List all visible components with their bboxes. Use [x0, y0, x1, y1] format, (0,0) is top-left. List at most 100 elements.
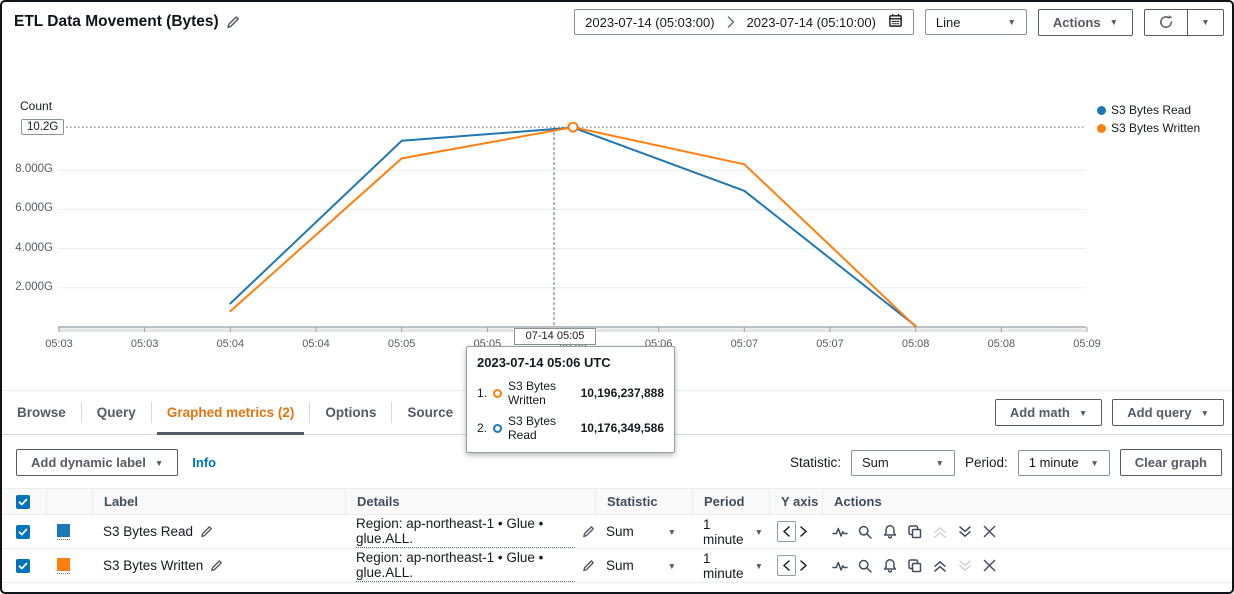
refresh-options-button[interactable]: ▼: [1188, 8, 1224, 36]
y-axis-right-button[interactable]: [799, 560, 808, 571]
legend-item[interactable]: S3 Bytes Written: [1097, 121, 1200, 135]
chevron-down-icon: ▼: [1201, 17, 1210, 27]
chevron-down-icon: ▼: [1007, 17, 1016, 27]
edit-title-icon[interactable]: [226, 15, 240, 29]
move-up-icon[interactable]: [932, 524, 948, 540]
remove-metric-icon[interactable]: [982, 558, 997, 573]
row-period-select[interactable]: 1 minute ▼: [703, 551, 769, 581]
table-header: Label Details Statistic Period Y axis Ac…: [2, 488, 1232, 515]
row-checkbox[interactable]: [16, 558, 30, 573]
y-axis-title: Count: [20, 99, 53, 113]
tab-graphed-metrics[interactable]: Graphed metrics (2): [152, 391, 310, 435]
date-range-start[interactable]: 2023-07-14 (05:03:00): [585, 14, 715, 30]
plot-svg[interactable]: [58, 122, 1088, 334]
actions-button-label: Actions: [1052, 14, 1101, 30]
add-math-button[interactable]: Add math ▼: [994, 399, 1103, 426]
calendar-icon[interactable]: [888, 13, 903, 31]
graph-this-metric-icon[interactable]: [832, 524, 848, 540]
tab-query[interactable]: Query: [96, 405, 136, 420]
metric-details[interactable]: Region: ap-northeast-1 • Glue • glue.ALL…: [356, 550, 575, 582]
top-bar: ETL Data Movement (Bytes) 2023-07-14 (05…: [2, 2, 1232, 40]
row-period-select[interactable]: 1 minute ▼: [703, 517, 769, 547]
legend-label: S3 Bytes Written: [1111, 121, 1201, 135]
graph-this-metric-icon[interactable]: [832, 558, 848, 574]
series-ring-icon: [493, 388, 503, 398]
column-actions: Actions: [822, 489, 1232, 514]
statistic-label: Statistic:: [789, 455, 841, 470]
row-statistic-select[interactable]: Sum ▼: [606, 524, 692, 539]
color-swatch-picker[interactable]: [57, 557, 70, 574]
alarm-bell-icon[interactable]: [882, 524, 898, 540]
chevron-down-icon: ▼: [1090, 457, 1099, 468]
legend-label: S3 Bytes Read: [1111, 103, 1192, 117]
column-label: Label: [92, 489, 345, 514]
y-axis-left-button[interactable]: [777, 555, 796, 576]
chevron-down-icon: ▼: [1200, 407, 1209, 418]
legend-item[interactable]: S3 Bytes Read: [1097, 103, 1200, 117]
column-period: Period: [692, 489, 769, 514]
duplicate-icon[interactable]: [907, 524, 923, 540]
add-query-button[interactable]: Add query ▼: [1112, 399, 1224, 426]
add-dynamic-label-text: Add dynamic label: [31, 455, 146, 470]
date-range-end[interactable]: 2023-07-14 (05:10:00): [746, 14, 876, 30]
actions-button[interactable]: Actions ▼: [1037, 8, 1133, 36]
edit-details-icon[interactable]: [582, 525, 595, 538]
tooltip-row: 2. S3 Bytes Read 10,176,349,586: [477, 414, 664, 442]
tab-separator: [309, 402, 311, 423]
tooltip-series-value: 10,196,237,888: [580, 386, 664, 400]
chevron-down-icon: ▼: [1109, 17, 1118, 27]
chart-area: Count 10.2G 8.000G 6.000G 4.000G 2.000G 05:…: [2, 40, 1232, 453]
y-axis-left-button[interactable]: [777, 521, 796, 542]
y-tick-label: 2.000G: [15, 280, 53, 293]
add-math-label: Add math: [1009, 405, 1070, 420]
tooltip-series-name: S3 Bytes Read: [508, 414, 557, 442]
toolbar-right-controls: Statistic: Sum ▼ Period: 1 minute ▼ Clea…: [790, 449, 1222, 476]
table-row: S3 Bytes Read Region: ap-northeast-1 • G…: [2, 515, 1232, 549]
tab-browse[interactable]: Browse: [17, 405, 66, 420]
info-link[interactable]: Info: [192, 455, 217, 470]
y-axis-right-button[interactable]: [799, 526, 808, 537]
x-tick-label: 05:08: [987, 338, 1016, 350]
chevron-down-icon: ▼: [935, 457, 944, 468]
refresh-icon: [1160, 15, 1173, 28]
row-checkbox[interactable]: [16, 524, 30, 539]
edit-details-icon[interactable]: [582, 559, 595, 572]
tabs-actions: Add math ▼ Add query ▼: [994, 391, 1224, 434]
tooltip-rank: 2.: [477, 421, 488, 435]
metric-details[interactable]: Region: ap-northeast-1 • Glue • glue.ALL…: [356, 516, 575, 548]
legend-dot: [1097, 123, 1106, 133]
search-icon[interactable]: [857, 558, 873, 574]
alarm-bell-icon[interactable]: [882, 558, 898, 574]
column-details: Details: [345, 489, 595, 514]
edit-label-icon[interactable]: [210, 559, 223, 572]
tooltip-row: 1. S3 Bytes Written 10,196,237,888: [477, 379, 664, 407]
move-down-icon[interactable]: [957, 524, 973, 540]
color-swatch-picker[interactable]: [57, 523, 70, 540]
graph-title: ETL Data Movement (Bytes): [14, 13, 219, 30]
chart-type-select[interactable]: Line ▼: [924, 9, 1027, 35]
column-statistic: Statistic: [595, 489, 692, 514]
column-y-axis: Y axis: [769, 489, 822, 514]
tab-separator: [391, 402, 393, 423]
duplicate-icon[interactable]: [907, 558, 923, 574]
page-title: ETL Data Movement (Bytes): [14, 13, 240, 31]
search-icon[interactable]: [857, 524, 873, 540]
add-dynamic-label-button[interactable]: Add dynamic label ▼: [16, 449, 179, 476]
row-statistic-select[interactable]: Sum ▼: [606, 558, 692, 573]
x-tick-label: 05:07: [730, 338, 759, 350]
period-select[interactable]: 1 minute ▼: [1017, 449, 1110, 476]
refresh-button[interactable]: [1144, 8, 1188, 36]
statistic-value: Sum: [861, 455, 889, 470]
date-range-picker[interactable]: 2023-07-14 (05:03:00) 2023-07-14 (05:10:…: [574, 9, 914, 35]
tab-source[interactable]: Source: [407, 405, 454, 420]
add-query-label: Add query: [1127, 405, 1192, 420]
move-up-icon[interactable]: [932, 558, 948, 574]
tab-options[interactable]: Options: [325, 405, 377, 420]
graphed-metrics-toolbar: Add dynamic label ▼ Info Statistic: Sum …: [2, 435, 1232, 488]
edit-label-icon[interactable]: [200, 525, 213, 538]
remove-metric-icon[interactable]: [982, 524, 997, 539]
x-tick-label: 05:08: [901, 338, 930, 350]
move-down-icon[interactable]: [957, 558, 973, 574]
statistic-select[interactable]: Sum ▼: [850, 449, 955, 476]
select-all-checkbox[interactable]: [16, 494, 30, 509]
